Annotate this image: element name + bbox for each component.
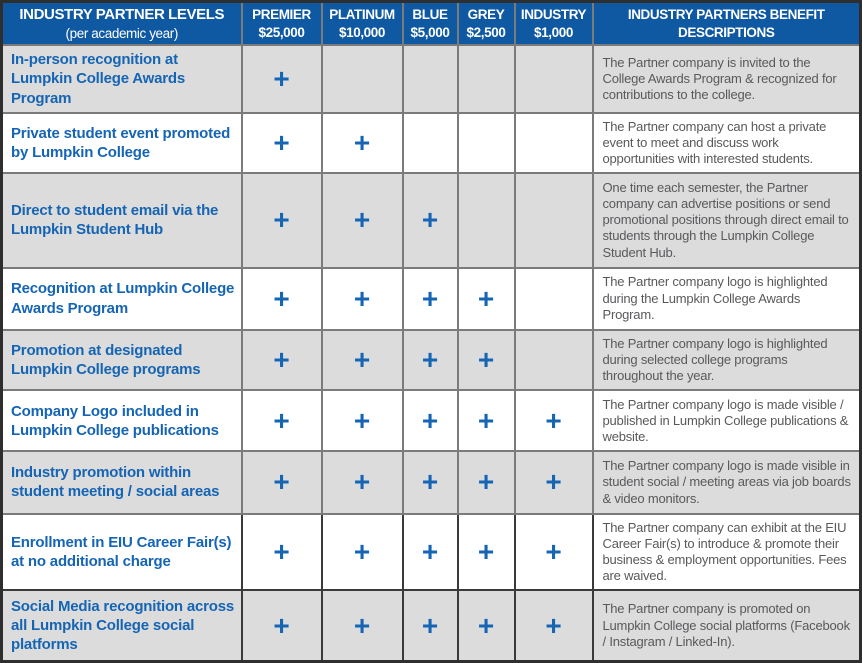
blue-mark: + (401, 172, 459, 269)
industry-mark: + (513, 450, 594, 515)
premier-mark: + (240, 111, 323, 175)
levels-subtitle: (per academic year) (65, 25, 179, 41)
grey-mark: + (456, 512, 516, 592)
tier-header-industry: INDUSTRY $1,000 (513, 0, 594, 47)
benefit-description: The Partner company can exhibit at the E… (591, 512, 862, 592)
tier-name: BLUE (412, 6, 448, 22)
premier-mark: + (240, 389, 323, 453)
benefit-label: In-person recognition at Lumpkin College… (0, 44, 243, 114)
benefit-description: The Partner company can host a private e… (591, 111, 862, 175)
table-row: Private student event promoted by Lumpki… (0, 111, 862, 175)
table-row: Recognition at Lumpkin College Awards Pr… (0, 266, 862, 331)
benefit-description: The Partner company logo is made visible… (591, 450, 862, 515)
blue-mark (401, 44, 459, 114)
industry-mark: + (513, 589, 594, 663)
benefit-label: Promotion at designated Lumpkin College … (0, 328, 243, 392)
platinum-mark: + (320, 512, 404, 592)
industry-mark (513, 266, 594, 331)
premier-mark: + (240, 172, 323, 269)
benefit-description: The Partner company logo is highlighted … (591, 266, 862, 331)
grey-mark: + (456, 266, 516, 331)
blue-mark: + (401, 266, 459, 331)
table-row: In-person recognition at Lumpkin College… (0, 44, 862, 114)
tier-amount: $1,000 (534, 24, 573, 40)
tier-amount: $10,000 (339, 24, 385, 40)
platinum-mark: + (320, 589, 404, 663)
benefit-label: Direct to student email via the Lumpkin … (0, 172, 243, 269)
tier-name: PLATINUM (329, 6, 395, 22)
table-row: Company Logo included in Lumpkin College… (0, 389, 862, 453)
platinum-mark: + (320, 450, 404, 515)
platinum-mark: + (320, 389, 404, 453)
grey-mark (456, 172, 516, 269)
premier-mark: + (240, 450, 323, 515)
table-row: Enrollment in EIU Career Fair(s) at no a… (0, 512, 862, 592)
grey-mark: + (456, 389, 516, 453)
levels-header-cell: INDUSTRY PARTNER LEVELS (per academic ye… (0, 0, 243, 47)
tier-header-platinum: PLATINUM $10,000 (320, 0, 404, 47)
benefit-label: Private student event promoted by Lumpki… (0, 111, 243, 175)
grey-mark: + (456, 450, 516, 515)
benefit-label: Recognition at Lumpkin College Awards Pr… (0, 266, 243, 331)
tier-amount: $2,500 (466, 24, 506, 40)
benefit-description: The Partner company logo is made visible… (591, 389, 862, 453)
industry-mark (513, 111, 594, 175)
grey-mark (456, 44, 516, 114)
platinum-mark: + (320, 328, 404, 392)
benefit-label: Industry promotion within student meetin… (0, 450, 243, 515)
blue-mark: + (401, 389, 459, 453)
blue-mark: + (401, 589, 459, 663)
tier-name: PREMIER (252, 6, 311, 22)
grey-mark: + (456, 328, 516, 392)
platinum-mark: + (320, 266, 404, 331)
premier-mark: + (240, 266, 323, 331)
industry-mark: + (513, 389, 594, 453)
industry-mark (513, 328, 594, 392)
descriptions-header-cell: INDUSTRY PARTNERS BENEFIT DESCRIPTIONS (591, 0, 862, 47)
table-row: Industry promotion within student meetin… (0, 450, 862, 515)
tier-name: GREY (467, 6, 505, 22)
table-row: Promotion at designated Lumpkin College … (0, 328, 862, 392)
header-row: INDUSTRY PARTNER LEVELS (per academic ye… (0, 0, 862, 47)
table-row: Direct to student email via the Lumpkin … (0, 172, 862, 269)
benefit-description: One time each semester, the Partner comp… (591, 172, 862, 269)
blue-mark: + (401, 328, 459, 392)
levels-title: INDUSTRY PARTNER LEVELS (19, 6, 225, 23)
benefit-label: Enrollment in EIU Career Fair(s) at no a… (0, 512, 243, 592)
industry-mark (513, 44, 594, 114)
premier-mark: + (240, 328, 323, 392)
benefit-description: The Partner company is invited to the Co… (591, 44, 862, 114)
benefit-description: The Partner company logo is highlighted … (591, 328, 862, 392)
tier-amount: $5,000 (410, 24, 450, 40)
premier-mark: + (240, 44, 323, 114)
grey-mark: + (456, 589, 516, 663)
platinum-mark (320, 44, 404, 114)
benefit-label: Social Media recognition across all Lump… (0, 589, 243, 663)
blue-mark: + (401, 450, 459, 515)
tier-header-blue: BLUE $5,000 (401, 0, 459, 47)
benefit-description: The Partner company is promoted on Lumpk… (591, 589, 862, 663)
tier-header-premier: PREMIER $25,000 (240, 0, 323, 47)
tier-header-grey: GREY $2,500 (456, 0, 516, 47)
industry-mark: + (513, 512, 594, 592)
premier-mark: + (240, 512, 323, 592)
tier-amount: $25,000 (258, 24, 305, 40)
grey-mark (456, 111, 516, 175)
table-row: Social Media recognition across all Lump… (0, 589, 862, 663)
platinum-mark: + (320, 172, 404, 269)
blue-mark (401, 111, 459, 175)
blue-mark: + (401, 512, 459, 592)
tier-name: INDUSTRY (520, 6, 587, 22)
platinum-mark: + (320, 111, 404, 175)
premier-mark: + (240, 589, 323, 663)
industry-mark (513, 172, 594, 269)
benefit-label: Company Logo included in Lumpkin College… (0, 389, 243, 453)
